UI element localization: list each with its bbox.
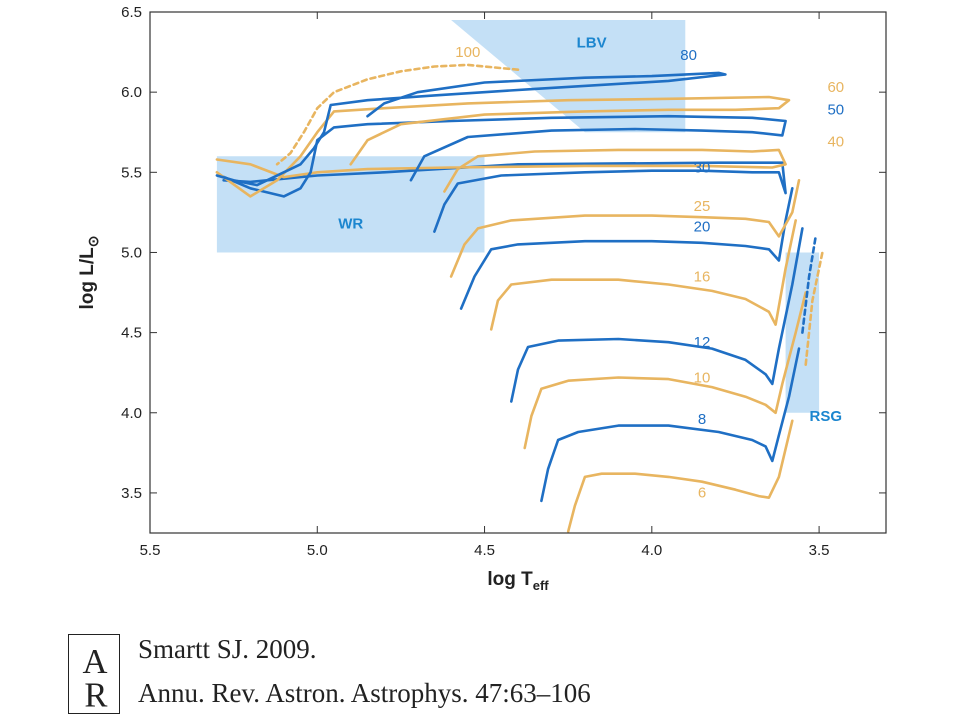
axis-titles-layer: log Teff log L/L⊙ [77, 236, 549, 594]
region-label-rsg: RSG [810, 408, 843, 425]
series-label-50: 50 [827, 102, 844, 119]
svg-text:R: R [84, 677, 108, 713]
series-label-100: 100 [455, 44, 480, 61]
series-label-25: 25 [694, 198, 711, 215]
x-axis-title-subscript: eff [533, 578, 550, 593]
x-tick-label: 5.5 [140, 542, 161, 559]
series-label-6: 6 [698, 485, 706, 502]
x-tick-label: 4.5 [474, 542, 495, 559]
series-label-60: 60 [827, 79, 844, 96]
y-tick-label: 4.0 [121, 405, 142, 422]
y-tick-label: 5.5 [121, 164, 142, 181]
regions-layer: WR LBV RSG [216, 20, 843, 425]
x-axis-title-main: log T [487, 569, 533, 590]
track-60-msun [215, 95, 791, 198]
x-tick-label: 4.0 [641, 542, 662, 559]
track-30-msun [222, 161, 787, 233]
track-40-msun [215, 148, 787, 193]
series-label-40: 40 [827, 134, 844, 151]
series-label-16: 16 [694, 268, 711, 285]
svg-text:A: A [82, 643, 107, 681]
region-lbv [451, 20, 686, 133]
citation: A R Smartt SJ. 2009. Annu. Rev. Astron. … [68, 628, 908, 720]
y-axis-title-subscript: ⊙ [85, 236, 101, 248]
publisher-logo-icon: A R [82, 643, 109, 713]
plot-frame [149, 11, 887, 534]
region-label-lbv: LBV [577, 34, 607, 51]
region-label-wr: WR [338, 215, 363, 232]
series-labels-layer: 6 8 10 12 16 20 25 30 40 50 60 80 100 [455, 44, 844, 502]
track-extension-13 [801, 235, 817, 334]
y-tick-label: 6.0 [121, 84, 142, 101]
y-tick-label: 3.5 [121, 485, 142, 502]
track-8-msun [540, 347, 801, 503]
track-20-msun [459, 187, 794, 310]
track-80-msun [215, 71, 727, 187]
region-wr [216, 156, 485, 253]
track-extension-14 [804, 251, 824, 366]
ticks-layer: 5.5 5.0 4.5 4.0 3.5 3.5 4.0 4.5 5.0 5.5 6.0 6.5 [121, 4, 886, 559]
series-label-8: 8 [698, 411, 706, 428]
track-12-msun [510, 227, 804, 403]
series-label-12: 12 [694, 334, 711, 351]
series-label-10: 10 [694, 369, 711, 386]
citation-line-2: Annu. Rev. Astron. Astrophys. 47:63–106 [138, 678, 591, 708]
tracks-layer [215, 63, 824, 533]
y-axis-title-main: log L/L [77, 247, 98, 310]
series-label-80: 80 [680, 47, 697, 64]
y-tick-label: 6.5 [121, 4, 142, 21]
y-tick-label: 5.0 [121, 244, 142, 261]
track-16-msun [489, 219, 797, 331]
y-axis-title: log L/L⊙ [77, 236, 101, 310]
citation-line-1: Smartt SJ. 2009. [138, 634, 317, 664]
series-label-20: 20 [694, 219, 711, 236]
track-100-msun [275, 63, 520, 166]
x-axis-title: log Teff [487, 569, 549, 593]
track-50-msun [219, 114, 787, 198]
track-6-msun [566, 419, 794, 533]
track-10-msun [523, 291, 807, 450]
x-tick-label: 5.0 [307, 542, 328, 559]
y-tick-label: 4.5 [121, 325, 142, 342]
series-label-30: 30 [694, 159, 711, 176]
track-25-msun [449, 179, 801, 278]
x-tick-label: 3.5 [809, 542, 830, 559]
publisher-logo: A R [68, 634, 120, 714]
